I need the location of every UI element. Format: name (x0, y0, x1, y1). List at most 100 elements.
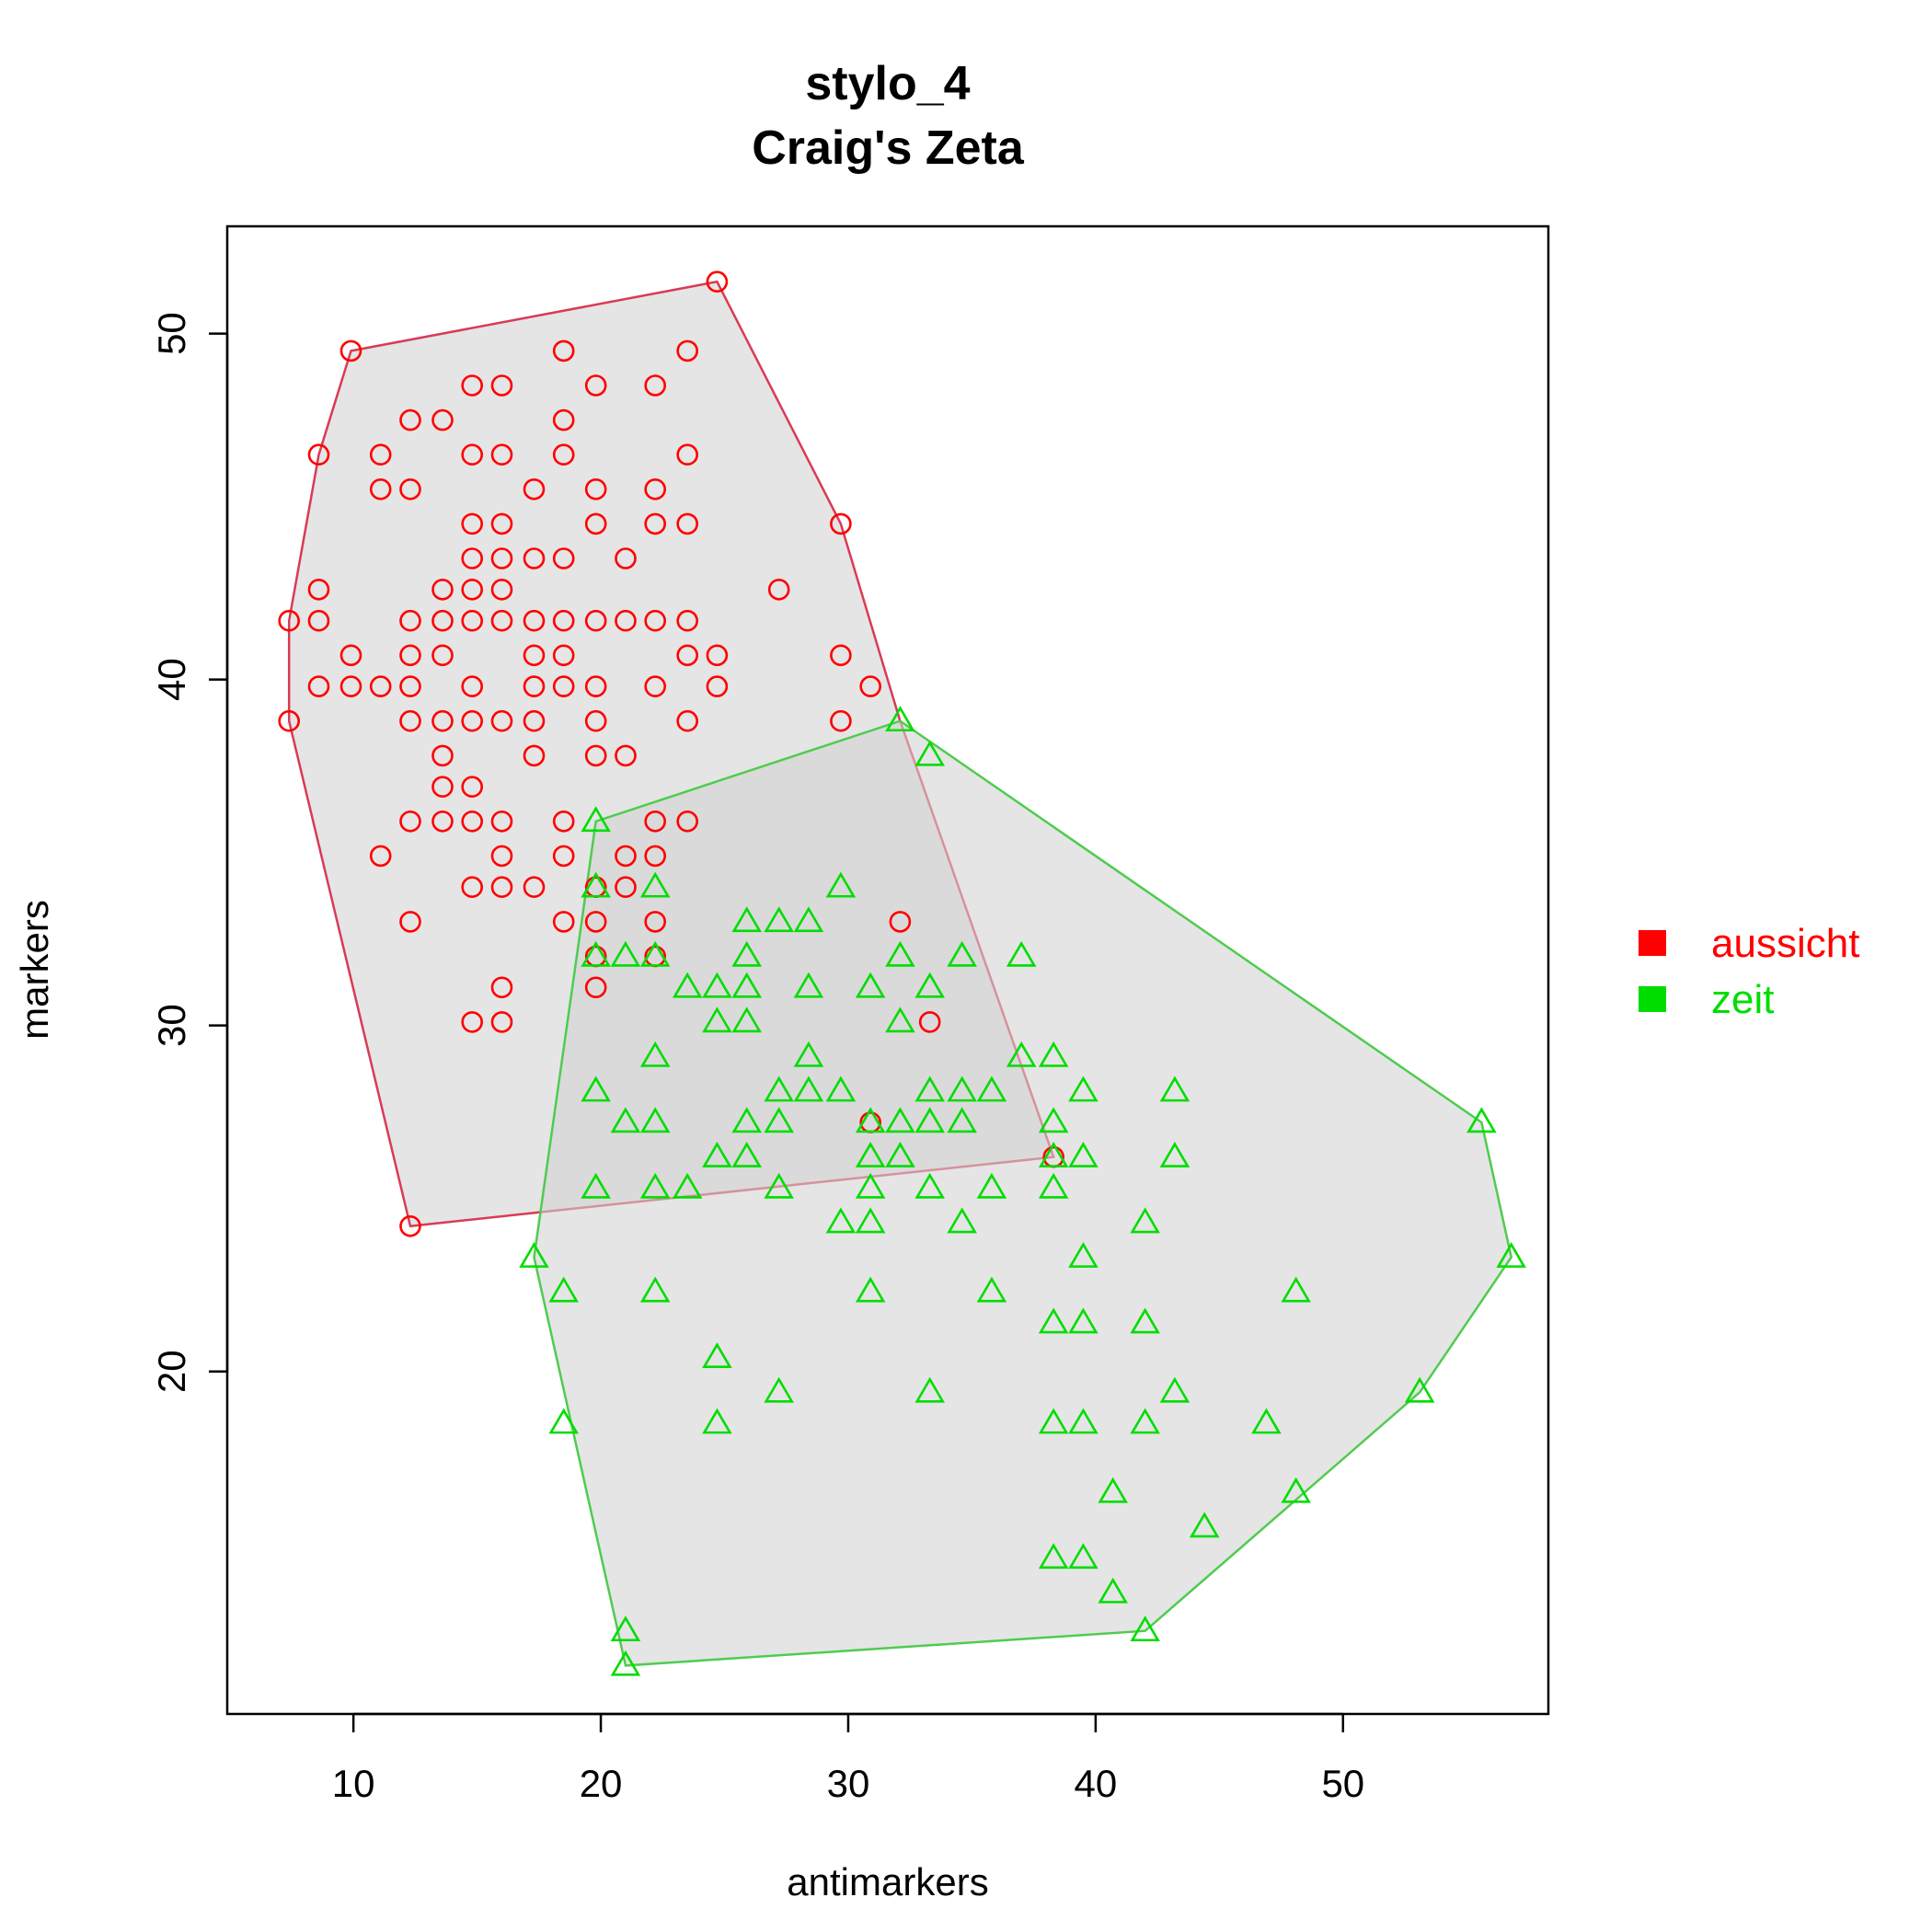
point-aussicht (644, 810, 667, 833)
point-zeit (610, 1650, 641, 1676)
point-zeit (702, 972, 732, 998)
point-aussicht (706, 675, 729, 697)
point-zeit (1038, 1141, 1069, 1167)
point-zeit (519, 1242, 549, 1268)
point-aussicht (461, 512, 484, 535)
point-aussicht (584, 911, 607, 933)
point-zeit (610, 1107, 641, 1133)
point-aussicht (490, 845, 513, 868)
point-zeit (1130, 1207, 1160, 1234)
point-aussicht (490, 512, 513, 535)
point-aussicht (307, 609, 330, 632)
point-aussicht (399, 408, 421, 431)
point-aussicht (490, 609, 513, 632)
point-aussicht (767, 578, 790, 601)
point-aussicht (552, 644, 575, 667)
point-zeit (1038, 1107, 1069, 1133)
point-zeit (1130, 1408, 1160, 1434)
hull-layer (287, 280, 1513, 1667)
point-zeit (947, 1107, 977, 1133)
point-aussicht (552, 547, 575, 569)
point-zeit (764, 1172, 794, 1199)
point-zeit (639, 940, 671, 967)
point-zeit (885, 706, 915, 732)
point-zeit (825, 1075, 857, 1102)
point-aussicht (369, 443, 392, 466)
point-aussicht (584, 374, 607, 397)
point-aussicht (676, 644, 699, 667)
point-zeit (1189, 1512, 1220, 1538)
point-aussicht (339, 675, 362, 697)
point-zeit (855, 1172, 886, 1199)
point-zeit (1068, 1307, 1098, 1334)
point-aussicht (431, 609, 454, 632)
point-zeit (1038, 1041, 1069, 1067)
point-zeit (1251, 1408, 1282, 1434)
point-aussicht (399, 810, 421, 833)
point-aussicht (552, 408, 575, 431)
point-zeit (581, 871, 611, 898)
point-aussicht (552, 810, 575, 833)
point-zeit (914, 1376, 945, 1403)
point-aussicht (461, 810, 484, 833)
point-aussicht (523, 644, 546, 667)
point-zeit (885, 1141, 915, 1167)
point-zeit (947, 1207, 977, 1234)
y-tick-label: 30 (150, 1004, 193, 1047)
point-aussicht (461, 609, 484, 632)
point-aussicht (644, 477, 667, 500)
point-zeit (1038, 1408, 1069, 1434)
point-zeit (885, 1006, 915, 1033)
point-aussicht (706, 644, 729, 667)
point-zeit (1098, 1577, 1128, 1604)
point-zeit (639, 1172, 671, 1199)
point-zeit (855, 972, 886, 998)
point-zeit (731, 906, 762, 933)
point-zeit (793, 1075, 824, 1102)
point-aussicht (307, 675, 330, 697)
point-zeit (639, 1276, 671, 1303)
point-zeit (764, 1075, 794, 1102)
point-aussicht (584, 744, 607, 767)
point-zeit (947, 940, 977, 967)
point-zeit (702, 1006, 732, 1033)
point-aussicht (584, 976, 607, 999)
y-tick-label: 50 (150, 312, 193, 355)
point-aussicht (552, 675, 575, 697)
point-aussicht (584, 609, 607, 632)
point-aussicht (399, 911, 421, 933)
points-layer (278, 270, 1526, 1676)
point-zeit (1038, 1307, 1069, 1334)
point-zeit (1159, 1075, 1190, 1102)
point-aussicht (490, 1011, 513, 1033)
point-zeit (1098, 1477, 1128, 1503)
point-zeit (1404, 1376, 1435, 1403)
point-aussicht (461, 709, 484, 732)
point-zeit (731, 972, 762, 998)
point-zeit (702, 1408, 732, 1434)
point-aussicht (918, 1011, 941, 1033)
y-tick-label: 40 (150, 658, 193, 701)
point-aussicht (369, 845, 392, 868)
point-aussicht (490, 578, 513, 601)
point-zeit (639, 1107, 671, 1133)
point-zeit (793, 1041, 824, 1067)
point-aussicht (339, 339, 362, 362)
point-zeit (731, 1107, 762, 1133)
point-aussicht (644, 512, 667, 535)
point-aussicht (523, 876, 546, 899)
point-aussicht (676, 709, 699, 732)
point-zeit (855, 1107, 886, 1133)
point-aussicht (490, 709, 513, 732)
point-aussicht (552, 911, 575, 933)
point-zeit (885, 940, 915, 967)
point-aussicht (431, 776, 454, 799)
point-zeit (764, 1107, 794, 1133)
point-zeit (581, 940, 611, 967)
point-aussicht (615, 744, 637, 767)
hull-zeit (533, 719, 1513, 1667)
point-aussicht (644, 845, 667, 868)
legend-swatch-zeit (1639, 986, 1666, 1012)
point-zeit (793, 972, 824, 998)
point-zeit (855, 1207, 886, 1234)
